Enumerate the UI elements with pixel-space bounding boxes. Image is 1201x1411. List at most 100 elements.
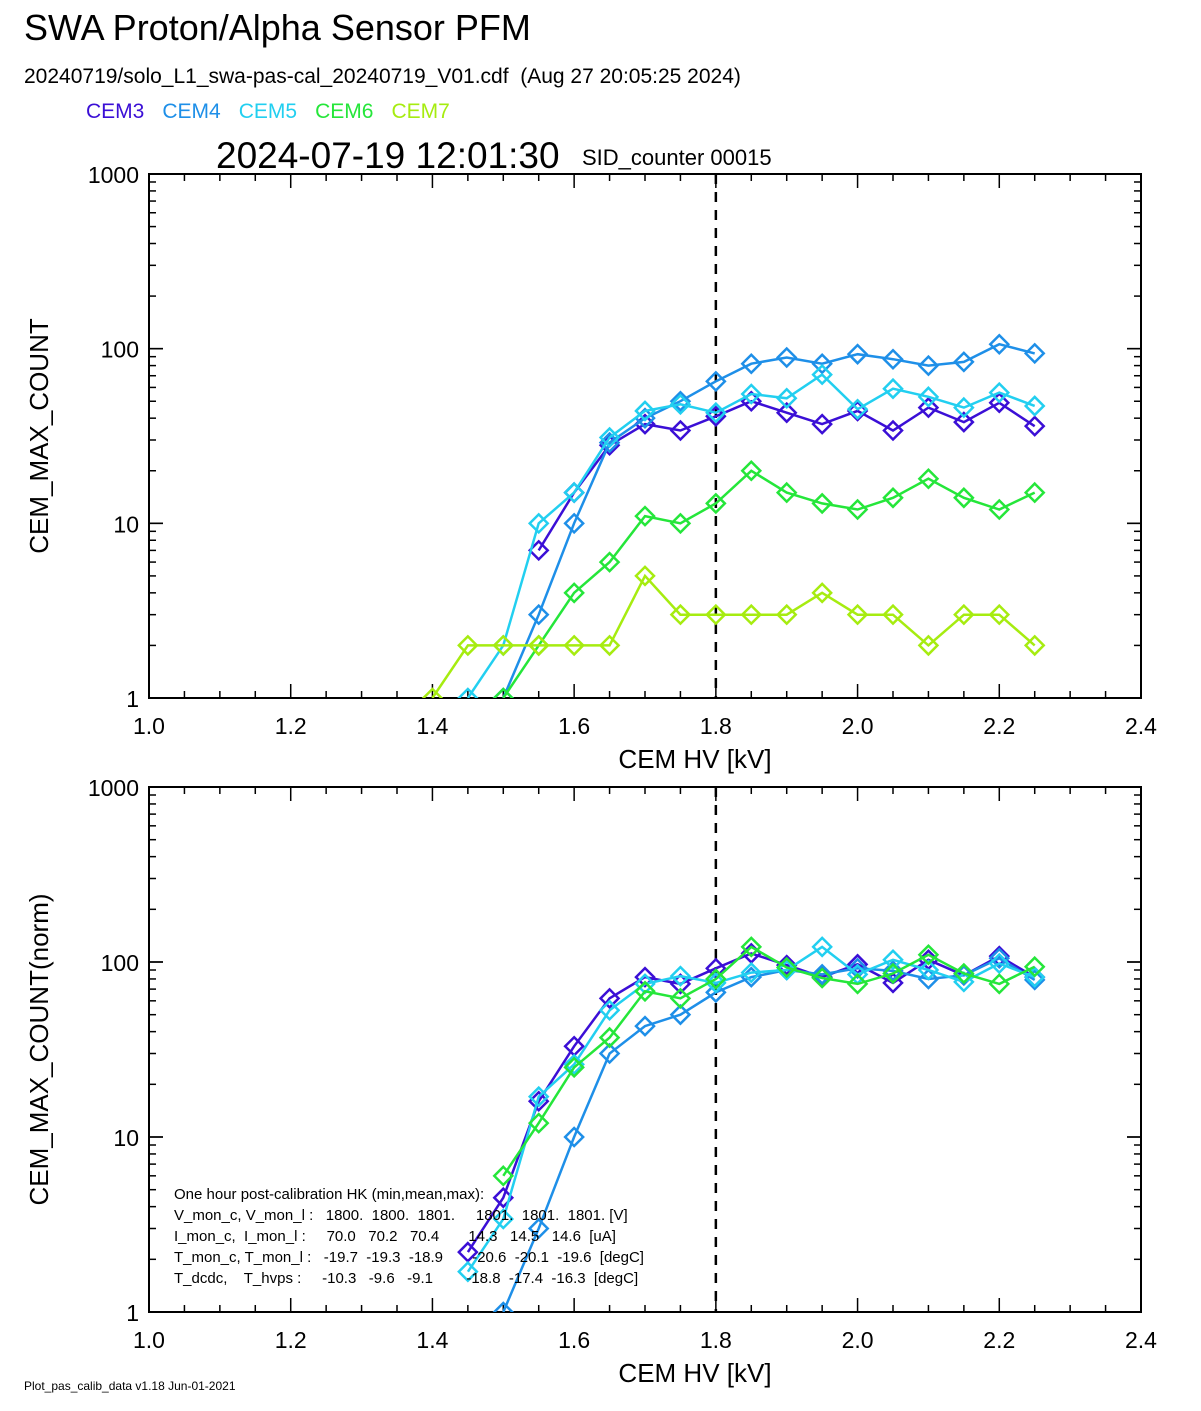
panel-1-ytick-label: 10 [113, 511, 139, 537]
panel-2-point-cem4 [492, 1301, 515, 1312]
legend-entry-cem7: CEM7 [391, 100, 450, 123]
panel-2-point-cem3 [598, 987, 621, 1010]
panel-1-point-cem4 [775, 346, 798, 369]
panel-2-ytick-label: 1 [126, 1300, 139, 1326]
panel-1-xtick-label: 1.8 [700, 713, 732, 739]
panel-2-point-cem5 [953, 971, 975, 993]
panel-1-line-cem5 [466, 372, 1036, 698]
panel-1-point-cem5 [882, 377, 904, 400]
panel-2-xtick-label: 2.0 [842, 1327, 874, 1353]
panel-1-point-cem7 [598, 634, 621, 657]
panel-1-point-cem6 [492, 687, 515, 698]
hk-line: One hour post-calibration HK (min,mean,m… [174, 1186, 484, 1203]
panel-1-point-cem3 [1023, 415, 1046, 437]
panel-1-point-cem4 [527, 603, 550, 626]
sid-counter: SID_counter 00015 [582, 145, 772, 170]
panel-2-point-cem4 [598, 1042, 621, 1065]
panel-1-point-cem4 [846, 343, 869, 365]
panel-2-point-cem6 [882, 962, 904, 985]
panel-1-point-cem3 [669, 419, 692, 442]
panel-2-point-cem3 [988, 945, 1011, 967]
panel-2-line-cem3 [466, 952, 1036, 1253]
panel-2-point-cem5 [705, 972, 727, 994]
panel-1-point-cem4 [882, 348, 904, 370]
panel-2-point-cem6 [917, 943, 940, 966]
panel-1-point-cem4 [953, 351, 975, 373]
panel-1-point-cem3 [917, 396, 940, 419]
hk-line: T_mon_c, T_mon_l : -19.7 -19.3 -18.9 -20… [174, 1249, 644, 1266]
panel-1-xtick-label: 1.4 [416, 713, 448, 739]
panel-2-point-cem3 [882, 972, 904, 994]
panel-1-point-cem6 [811, 492, 833, 515]
panel-2-point-cem6 [1023, 955, 1046, 978]
panel-2-point-cem5 [740, 961, 763, 984]
panel-1-point-cem5 [634, 400, 656, 422]
panel-1-point-cem6 [882, 487, 904, 509]
legend-entry-cem4: CEM4 [162, 100, 221, 123]
panel-1-point-cem4 [988, 333, 1011, 356]
panel-2-xtick-label: 1.4 [416, 1327, 448, 1353]
panel-1-xtick-label: 2.2 [983, 713, 1015, 739]
panel-1-point-cem4 [740, 352, 763, 375]
panel-2-point-cem6 [846, 973, 869, 995]
panel-2-point-cem6 [527, 1112, 550, 1134]
panel-2-point-cem6 [598, 1026, 621, 1049]
panel-2-point-cem4 [953, 964, 975, 987]
panel-1-line-cem6 [502, 469, 1036, 698]
legend: CEM3 CEM4 CEM5 CEM6 CEM7 [86, 100, 468, 124]
panel-1-line-cem7 [431, 573, 1036, 698]
panel-1-point-cem4 [669, 390, 692, 413]
panel-1-point-cem5 [953, 396, 975, 419]
panel-2-ylabel: CEM_MAX_COUNT(norm) [24, 893, 54, 1205]
panel-1-point-cem5 [669, 393, 692, 416]
panel-2-point-cem4 [527, 1217, 550, 1240]
chart-title: SWA Proton/Alpha Sensor PFM [24, 7, 531, 48]
panel-2-point-cem4 [669, 1003, 692, 1026]
panel-1-point-cem3 [988, 392, 1011, 414]
panel-1-point-cem7 [882, 603, 904, 626]
panel-1-point-cem5 [563, 481, 585, 504]
panel-1-point-cem6 [563, 582, 585, 604]
panel-2-xtick-label: 2.2 [983, 1327, 1015, 1353]
panel-1-point-cem5 [811, 363, 833, 386]
hk-line: T_dcdc, T_hvps : -10.3 -9.6 -9.1 -18.8 -… [174, 1270, 638, 1287]
panel-1-xtick-label: 1.6 [558, 713, 590, 739]
panel-2-xtick-label: 1.8 [700, 1327, 732, 1353]
panel-1-point-cem6 [917, 467, 940, 490]
panel-2-point-cem5 [492, 1208, 515, 1230]
panel-2-ytick-label: 10 [113, 1125, 139, 1151]
panel-2-xlabel: CEM HV [kV] [618, 1358, 771, 1388]
legend-entry-cem3: CEM3 [86, 100, 145, 123]
panel-2-point-cem5 [669, 965, 692, 987]
panel-1-point-cem7 [846, 603, 869, 626]
panel-2-point-cem4 [811, 963, 833, 986]
panel-1-point-cem6 [953, 487, 975, 509]
panel-1-point-cem3 [953, 411, 975, 433]
panel-2-xtick-label: 1.0 [133, 1327, 165, 1353]
hk-line: V_mon_c, V_mon_l : 1800. 1800. 1801. 180… [174, 1207, 628, 1224]
timestamp: 2024-07-19 12:01:30 [216, 135, 560, 176]
panel-1-point-cem5 [917, 386, 940, 408]
panel-1-point-cem4 [811, 352, 833, 375]
panel-1-point-cem6 [1023, 481, 1046, 504]
panel-1-point-cem4 [705, 370, 727, 393]
panel-1-point-cem3 [775, 401, 798, 424]
panel-1-point-cem7 [775, 603, 798, 626]
panel-1-point-cem6 [740, 459, 763, 482]
footer-version: Plot_pas_calib_data v1.18 Jun-01-2021 [24, 1379, 236, 1393]
panel-1-point-cem5 [527, 512, 550, 535]
panel-2-point-cem3 [705, 957, 727, 980]
panel-2-point-cem4 [882, 960, 904, 982]
panel-1-frame [148, 173, 1142, 699]
panel-2-point-cem5 [598, 999, 621, 1022]
panel-1-point-cem3 [811, 413, 833, 435]
panel-2-point-cem4 [563, 1126, 585, 1148]
panel-2-point-cem6 [953, 962, 975, 985]
panel-1-point-cem7 [669, 603, 692, 626]
panel-1-point-cem5 [1023, 395, 1046, 417]
panel-1-ytick-label: 100 [101, 337, 139, 363]
hk-info-box: One hour post-calibration HK (min,mean,m… [174, 1186, 644, 1287]
panel-1-point-cem4 [563, 512, 585, 535]
panel-1-point-cem4 [917, 354, 940, 377]
panel-2-point-cem5 [917, 959, 940, 981]
